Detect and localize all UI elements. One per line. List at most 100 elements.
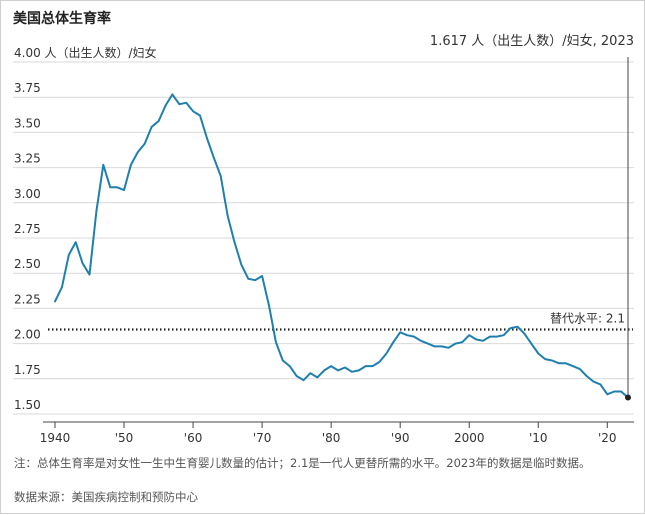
data-point xyxy=(185,102,187,104)
data-point xyxy=(337,370,339,372)
data-point xyxy=(537,353,539,355)
data-point xyxy=(358,370,360,372)
data-point xyxy=(489,336,491,338)
data-point xyxy=(330,365,332,367)
data-point xyxy=(434,346,436,348)
data-point xyxy=(261,275,263,277)
annotation: 1.617 人（出生人数）/妇女, 2023 xyxy=(430,33,634,401)
x-tick-label: '50 xyxy=(115,431,134,445)
data-point xyxy=(275,341,277,343)
data-point xyxy=(234,241,236,243)
data-point xyxy=(68,254,70,256)
data-point xyxy=(303,379,305,381)
data-point xyxy=(103,164,105,166)
data-point xyxy=(510,327,512,329)
y-tick-label: 2.00 xyxy=(14,328,41,342)
x-tick-label: 1940 xyxy=(40,431,71,445)
latest-value-marker xyxy=(625,394,631,401)
data-point xyxy=(199,115,201,117)
data-point xyxy=(600,384,602,386)
y-tick-label: 3.75 xyxy=(14,81,41,95)
gridlines xyxy=(13,61,634,415)
data-point xyxy=(475,339,477,341)
data-point xyxy=(399,332,401,334)
data-point xyxy=(96,210,98,212)
data-point xyxy=(165,105,167,107)
data-point xyxy=(572,365,574,367)
data-point xyxy=(220,175,222,177)
data-point xyxy=(144,143,146,145)
data-point xyxy=(551,360,553,362)
data-point xyxy=(531,343,533,345)
data-point xyxy=(61,286,63,288)
x-tick-label: '60 xyxy=(184,431,203,445)
data-point xyxy=(158,120,160,122)
data-point xyxy=(503,334,505,336)
data-point xyxy=(420,340,422,342)
data-point xyxy=(89,274,91,276)
y-tick-label: 2.75 xyxy=(14,222,41,236)
data-point xyxy=(82,263,84,265)
data-point xyxy=(323,370,325,372)
tfr-series-line xyxy=(54,93,629,399)
data-point xyxy=(524,333,526,335)
y-tick-label: 1.75 xyxy=(14,363,41,377)
data-point xyxy=(172,94,174,96)
data-point xyxy=(365,365,367,367)
data-point xyxy=(544,358,546,360)
y-tick-label: 1.50 xyxy=(14,398,41,412)
x-tick-label: '20 xyxy=(598,431,617,445)
y-tick-label: 3.25 xyxy=(14,152,41,166)
y-tick-label: 3.50 xyxy=(14,116,41,130)
data-point xyxy=(123,189,125,191)
data-point xyxy=(227,215,229,217)
data-point xyxy=(289,365,291,367)
data-point xyxy=(75,241,77,243)
data-point xyxy=(268,305,270,307)
data-point xyxy=(579,368,581,370)
data-point xyxy=(54,301,56,303)
data-point xyxy=(310,372,312,374)
data-point xyxy=(151,126,153,128)
data-point xyxy=(482,340,484,342)
data-point xyxy=(248,278,250,280)
data-point xyxy=(517,326,519,328)
data-point xyxy=(344,367,346,369)
data-point xyxy=(317,377,319,379)
data-point xyxy=(254,279,256,281)
data-point xyxy=(462,341,464,343)
fertility-series xyxy=(54,93,629,399)
data-point xyxy=(413,336,415,338)
chart-note: 注：总体生育率是对女性一生中生育婴儿数量的估计；2.1是一代人更替所需的水平。2… xyxy=(14,456,591,470)
data-point xyxy=(468,334,470,336)
data-point xyxy=(137,151,139,153)
data-point xyxy=(606,393,608,395)
x-tick-label: '90 xyxy=(391,431,410,445)
data-point xyxy=(441,346,443,348)
data-point xyxy=(593,381,595,383)
y-tick-label: 4.00 人（出生人数）/妇女 xyxy=(14,45,157,60)
x-tick-label: '70 xyxy=(253,431,272,445)
data-point xyxy=(586,375,588,377)
data-point xyxy=(372,365,374,367)
replacement-level-label: 替代水平: 2.1 xyxy=(550,312,625,326)
data-point xyxy=(241,264,243,266)
data-point xyxy=(192,110,194,112)
axes: 1.50 1.75 2.00 2.25 2.50 2.75 3.00 3.25 3.50 3.75… xyxy=(14,45,634,445)
y-tick-label: 2.25 xyxy=(14,292,41,306)
data-point xyxy=(296,375,298,377)
data-point xyxy=(379,361,381,363)
x-tick-label: '80 xyxy=(322,431,341,445)
data-point xyxy=(448,347,450,349)
data-point xyxy=(178,103,180,105)
y-tick-label: 3.00 xyxy=(14,187,41,201)
data-point xyxy=(109,187,111,189)
data-point xyxy=(427,343,429,345)
latest-value-label: 1.617 人（出生人数）/妇女, 2023 xyxy=(430,33,634,49)
data-point xyxy=(116,187,118,189)
data-point xyxy=(406,334,408,336)
data-point xyxy=(386,353,388,355)
data-point xyxy=(496,336,498,338)
